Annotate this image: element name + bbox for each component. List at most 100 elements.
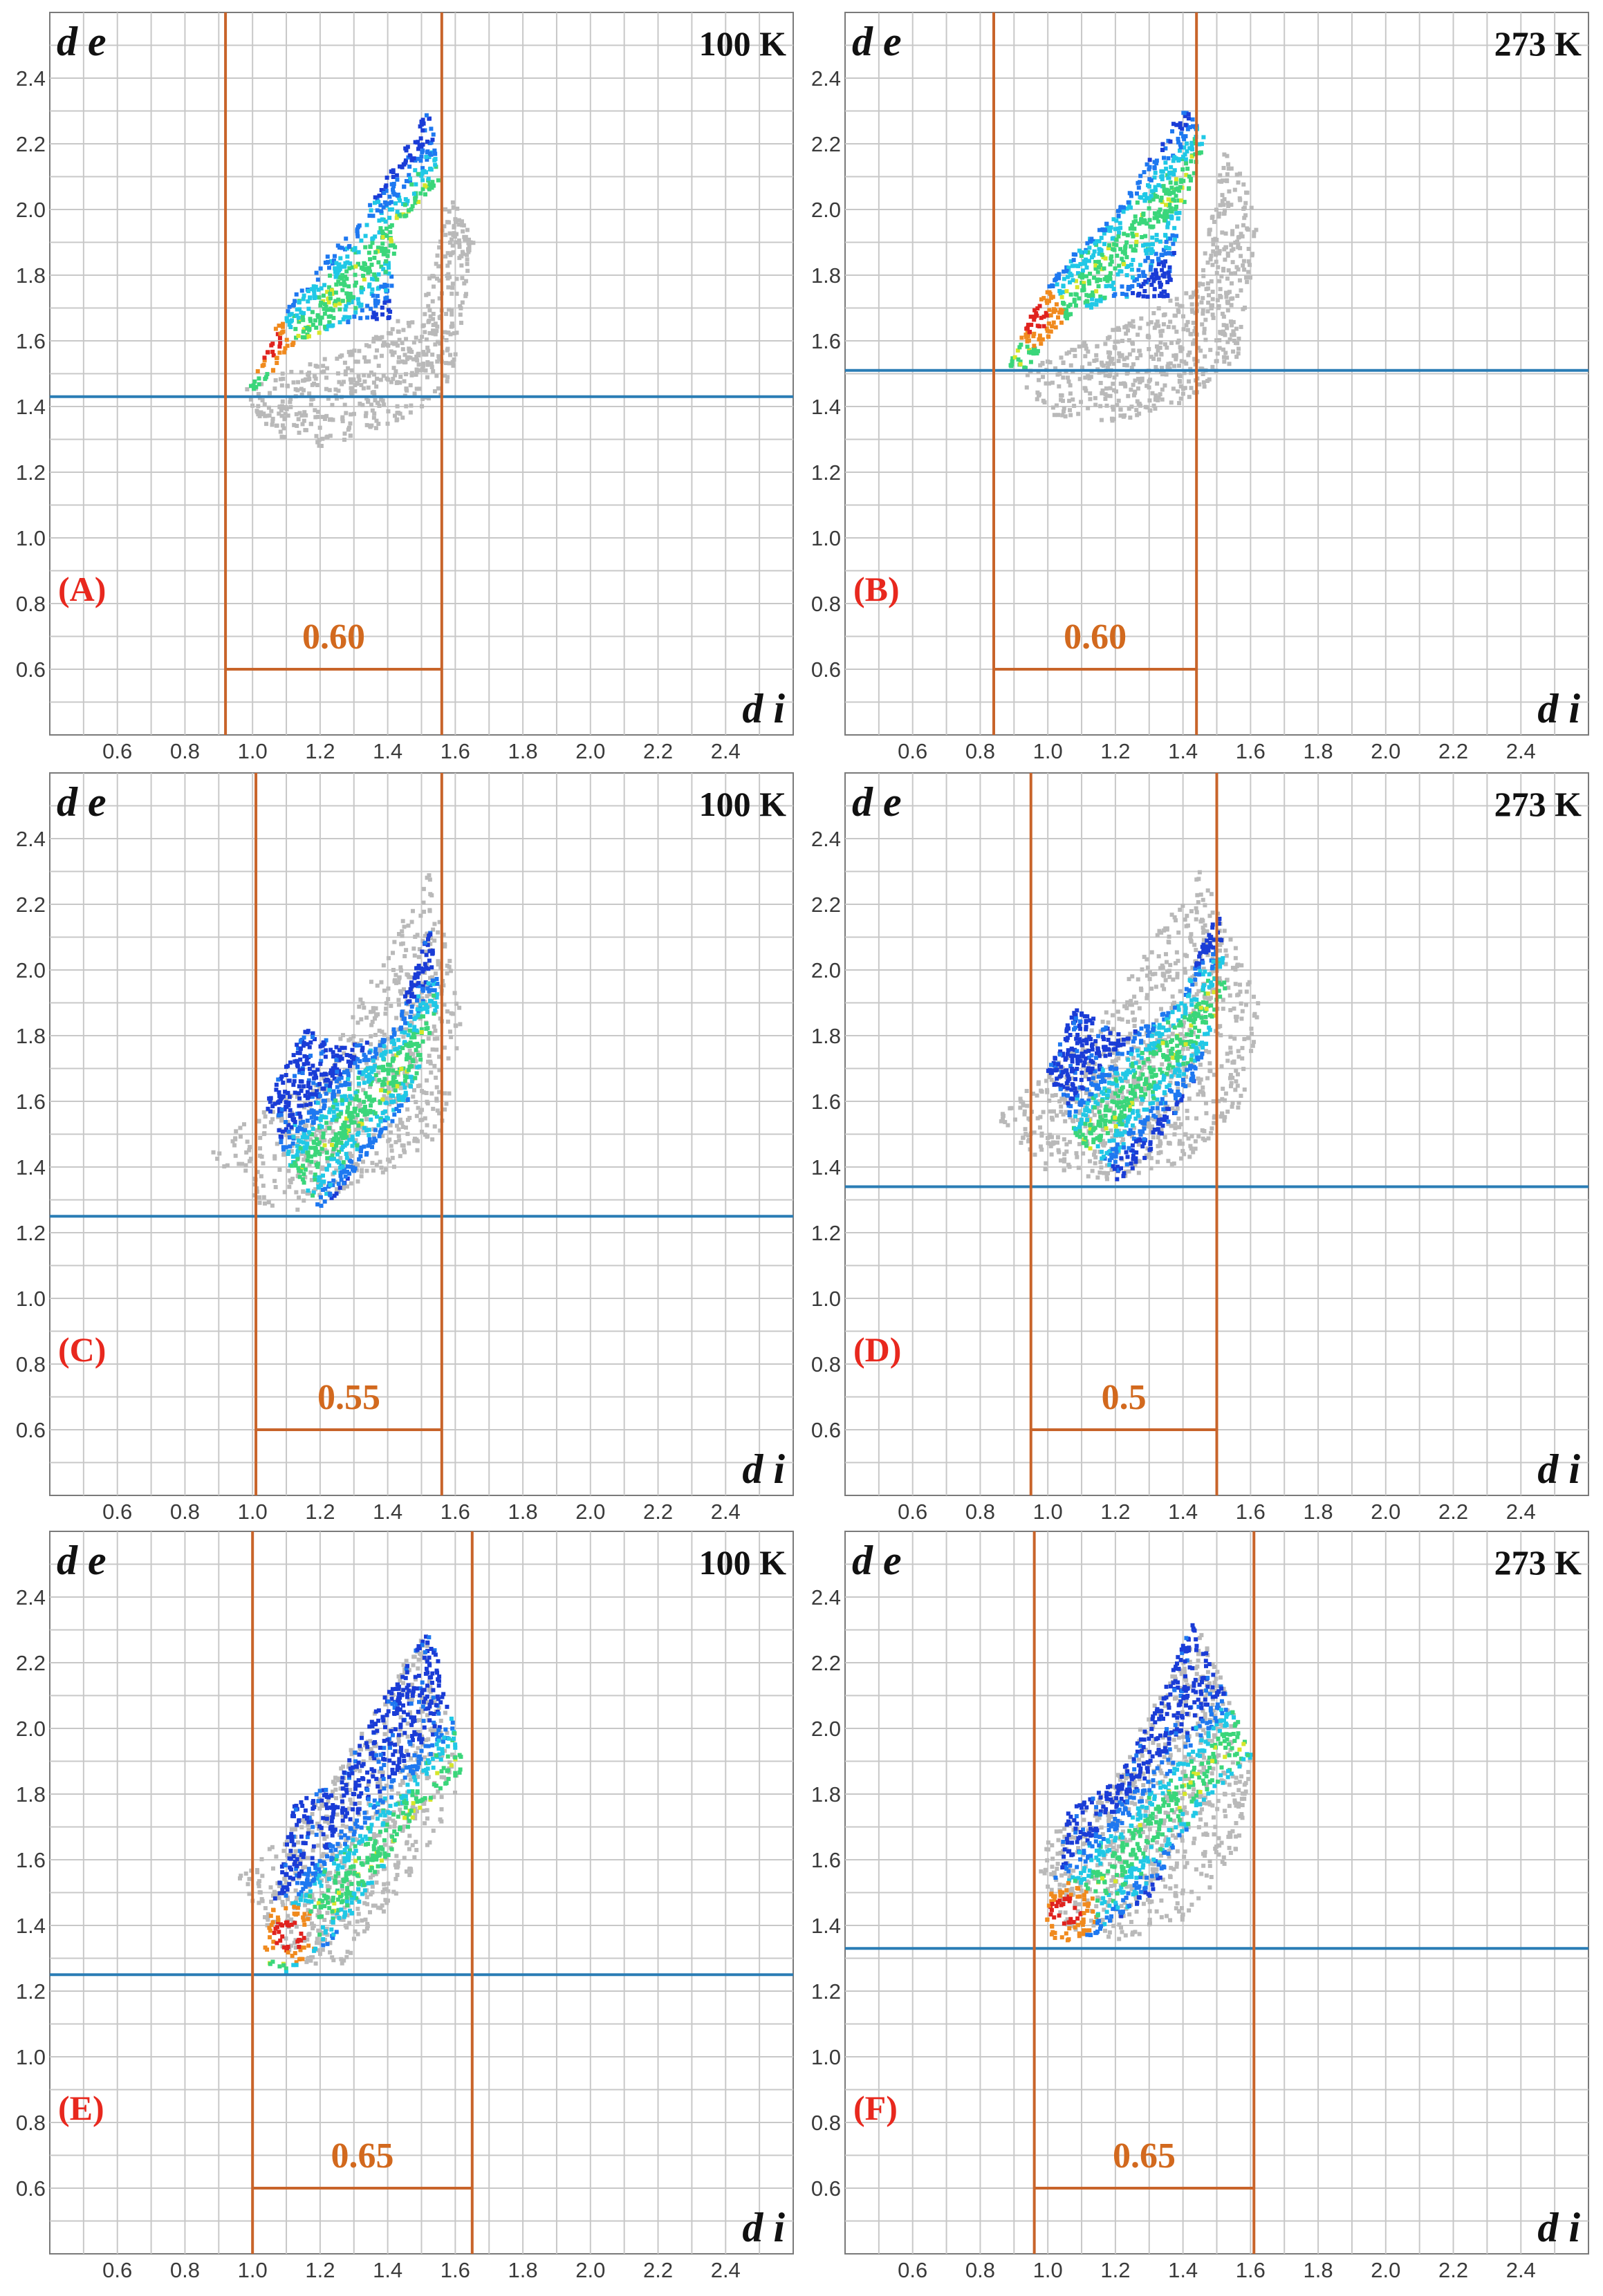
highlighted-point [1160,148,1165,153]
background-point [1175,1106,1180,1111]
background-point [393,1096,398,1101]
highlighted-point [389,1035,394,1040]
highlighted-point [1152,175,1157,180]
background-point [1145,1119,1149,1124]
background-point [1230,232,1235,236]
background-point [409,403,414,408]
background-point [425,1099,429,1104]
background-point [1025,1103,1030,1108]
highlighted-point [391,184,396,189]
background-point [1219,295,1223,299]
background-point [1155,933,1160,937]
highlighted-point [298,1121,303,1126]
background-point [314,433,319,438]
highlighted-point [1096,259,1101,264]
highlighted-point [1189,154,1194,159]
highlighted-point [409,993,414,998]
highlighted-point [1149,247,1154,252]
background-point [1145,996,1149,1000]
highlighted-point [333,1132,338,1137]
highlighted-point [286,1101,291,1105]
background-point [425,1123,429,1128]
highlighted-point [1134,239,1139,244]
background-point [437,1090,442,1094]
highlighted-point [1156,219,1160,224]
highlighted-point [373,301,378,306]
highlighted-point [327,1088,332,1092]
background-point [408,1061,413,1065]
highlighted-point [333,1063,337,1067]
highlighted-point [427,155,432,160]
x-tick-label: 0.8 [170,739,200,763]
highlighted-point [1145,162,1149,167]
highlighted-point [348,1054,353,1058]
y-tick-label: 2.0 [811,198,841,222]
background-point [1066,350,1071,355]
background-point [1049,1115,1054,1120]
highlighted-point [357,1157,362,1161]
highlighted-point [344,291,349,296]
background-point [1063,1100,1068,1105]
highlighted-point [347,1087,352,1092]
highlighted-point [351,1057,355,1062]
background-point [342,431,347,436]
highlighted-point [367,1078,371,1083]
highlighted-point [337,1160,342,1165]
highlighted-point [332,1092,337,1097]
highlighted-point [1102,241,1107,246]
background-point [1160,1062,1165,1067]
highlighted-point [415,998,420,1003]
highlighted-point [389,1099,394,1104]
background-point [1198,1077,1203,1082]
highlighted-point [1164,239,1169,244]
background-point [261,1110,266,1114]
highlighted-point [1153,252,1158,256]
background-point [1108,393,1113,398]
highlighted-point [1178,121,1183,126]
background-point [1207,1061,1212,1065]
background-point [1174,950,1179,955]
background-point [1185,923,1190,928]
background-point [386,1036,391,1041]
highlighted-point [314,1137,319,1141]
highlighted-point [294,292,299,297]
highlighted-point [412,1025,417,1029]
background-point [1228,1072,1233,1077]
highlighted-point [384,226,389,231]
background-point [371,1132,376,1137]
highlighted-point [1056,315,1061,320]
highlighted-point [1134,232,1139,237]
background-point [1184,361,1189,366]
background-point [391,377,396,382]
highlighted-point [333,266,337,271]
background-point [1160,366,1165,371]
highlighted-point [300,314,305,319]
highlighted-point [380,248,384,253]
background-point [1133,1096,1138,1101]
background-point [1057,384,1062,389]
highlighted-point [1169,185,1174,190]
background-point [1167,934,1171,939]
background-point [420,404,425,409]
highlighted-point [1178,142,1183,147]
highlighted-point [337,1047,342,1052]
highlighted-point [289,312,294,317]
highlighted-point [1158,239,1162,244]
background-point [371,1006,376,1011]
background-point [1088,1159,1093,1164]
highlighted-point [1152,166,1157,171]
background-point [1228,1050,1233,1055]
highlighted-point [346,1072,351,1076]
background-point [1236,1049,1241,1054]
background-point [1234,1018,1239,1023]
highlighted-point [1091,290,1095,295]
background-point [429,893,434,898]
highlighted-point [304,1146,308,1151]
background-point [409,975,414,980]
background-point [1171,386,1176,391]
highlighted-point [299,288,304,293]
highlighted-point [424,113,429,118]
highlighted-point [342,1169,347,1174]
background-point [1240,1009,1245,1014]
highlighted-point [310,1132,315,1137]
